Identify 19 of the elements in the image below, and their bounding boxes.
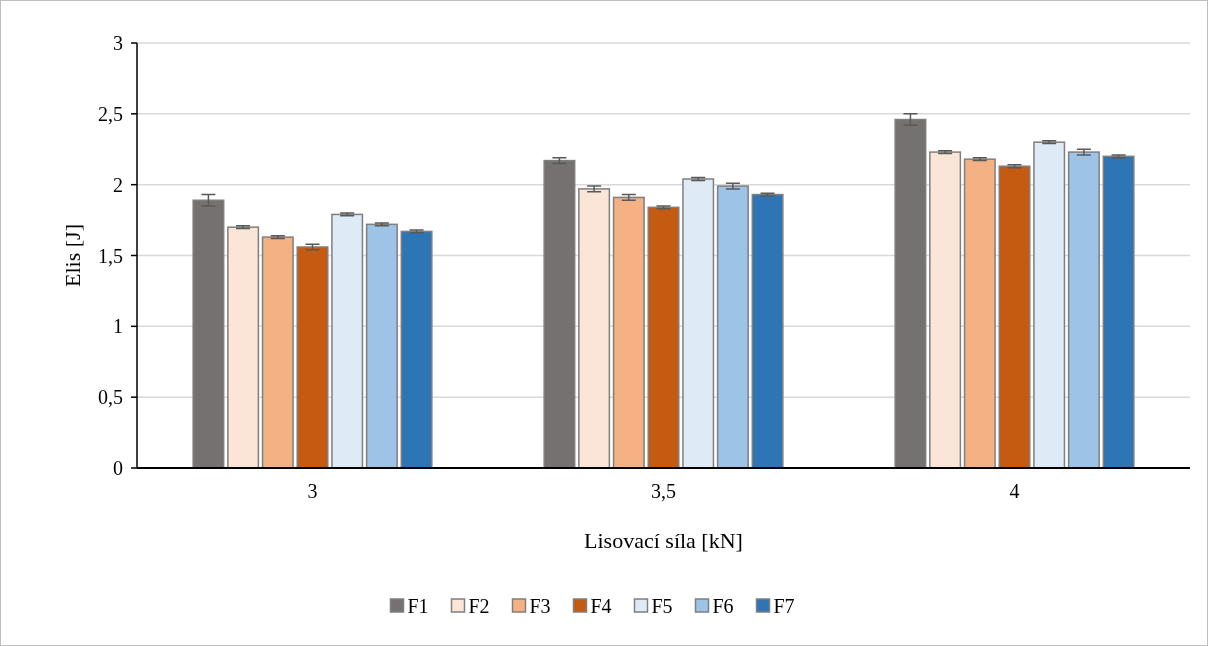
legend-label: F2 bbox=[468, 595, 490, 617]
x-axis-title: Lisovací síla [kN] bbox=[584, 528, 743, 553]
y-tick-label: 2,5 bbox=[98, 102, 123, 125]
y-tick-label: 2 bbox=[113, 173, 123, 196]
y-tick-label: 0 bbox=[113, 457, 123, 479]
legend-label: F7 bbox=[773, 595, 795, 617]
legend-label: F4 bbox=[590, 595, 612, 617]
legend-label: F5 bbox=[651, 595, 673, 617]
x-tick-label: 3 bbox=[307, 480, 318, 502]
legend-label: F3 bbox=[529, 595, 551, 617]
x-tick-label: 4 bbox=[1009, 480, 1020, 502]
y-tick-label: 1,5 bbox=[98, 244, 123, 267]
y-tick-label: 0,5 bbox=[98, 386, 123, 409]
legend-label: F1 bbox=[407, 595, 429, 617]
y-tick-label: 3 bbox=[113, 32, 123, 54]
legend-label: F6 bbox=[712, 595, 734, 617]
x-tick-label: 3,5 bbox=[651, 480, 676, 502]
y-axis-title: Elis [J] bbox=[60, 224, 85, 287]
y-tick-label: 1 bbox=[113, 315, 123, 338]
